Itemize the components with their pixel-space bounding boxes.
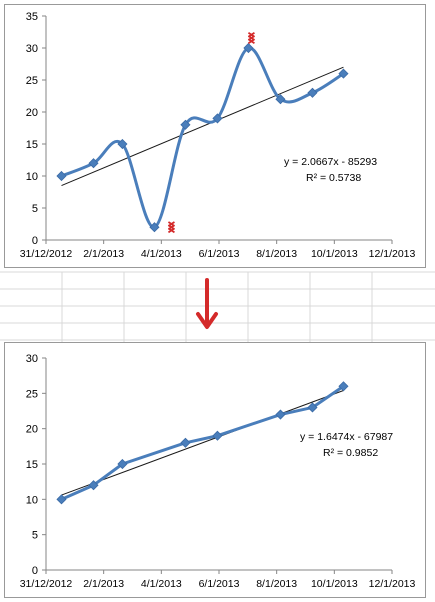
y-tick-label: 15 (26, 139, 38, 151)
data-point-marker[interactable] (212, 113, 223, 124)
data-point-marker[interactable] (275, 94, 286, 105)
x-tick-label: 10/1/2013 (311, 248, 358, 260)
y-tick-label: 30 (26, 353, 38, 365)
y-tick-label: 20 (26, 424, 38, 436)
x-tick-label: 2/1/2013 (83, 578, 124, 590)
y-tick-label: 5 (32, 530, 38, 542)
y-tick-label: 35 (26, 11, 38, 23)
x-tick-label: 4/1/2013 (141, 248, 182, 260)
y-tick-label: 15 (26, 459, 38, 471)
x-tick-label: 31/12/2012 (20, 248, 73, 260)
x-tick-label: 10/1/2013 (311, 578, 358, 590)
data-point-marker[interactable] (88, 480, 99, 491)
x-tick-label: 8/1/2013 (256, 578, 297, 590)
chart-frame (4, 342, 426, 598)
outlier-marker (247, 32, 255, 44)
data-point-marker[interactable] (180, 119, 191, 130)
trendline-equation: y = 2.0667x - 85293 (284, 156, 377, 168)
series-line (60, 385, 345, 501)
data-point-marker[interactable] (117, 138, 128, 150)
x-tick-label: 12/1/2013 (369, 248, 416, 260)
trendline-equation: y = 1.6474x - 67987 (300, 431, 393, 443)
data-point-marker[interactable] (149, 222, 160, 233)
x-tick-label: 8/1/2013 (256, 248, 297, 260)
y-tick-label: 20 (26, 107, 38, 119)
y-tick-label: 10 (26, 494, 38, 506)
data-point-marker[interactable] (338, 381, 349, 392)
chart-top[interactable]: 0 5 10 15 20 25 30 35 31/12/2012 2/1/2013 4/1/2013… (4, 4, 426, 268)
y-tick-label: 25 (26, 75, 38, 87)
x-tick-label: 12/1/2013 (369, 578, 416, 590)
x-tick-label: 2/1/2013 (83, 248, 124, 260)
y-tick-label: 5 (32, 203, 38, 215)
data-point-marker[interactable] (180, 437, 191, 448)
x-tick-label: 4/1/2013 (141, 578, 182, 590)
y-tick-label: 30 (26, 43, 38, 55)
chart-bottom[interactable]: 0 5 10 15 20 25 30 31/12/2012 2/1/2013 4/1/2013 6/… (4, 342, 426, 598)
data-point-marker[interactable] (275, 409, 286, 420)
x-tick-label: 6/1/2013 (199, 578, 240, 590)
outlier-marker (167, 221, 175, 234)
x-tick-label: 6/1/2013 (199, 248, 240, 260)
data-point-marker[interactable] (56, 494, 67, 505)
series-line (60, 46, 345, 229)
trendline (61, 66, 344, 187)
chart-frame (4, 4, 426, 268)
y-tick-label: 0 (32, 565, 38, 577)
trendline-r-squared: R² = 0.9852 (323, 447, 378, 459)
data-point-marker[interactable] (88, 158, 99, 169)
data-point-marker[interactable] (307, 87, 318, 98)
y-tick-label: 10 (26, 171, 38, 183)
x-tick-label: 31/12/2012 (20, 578, 73, 590)
trendline-r-squared: R² = 0.5738 (306, 172, 361, 184)
y-tick-label: 25 (26, 388, 38, 400)
y-tick-label: 0 (32, 235, 38, 247)
data-point-marker[interactable] (212, 430, 223, 441)
trendline (61, 390, 344, 496)
data-point-marker[interactable] (117, 458, 128, 470)
data-point-marker[interactable] (338, 68, 349, 79)
data-point-marker[interactable] (243, 42, 254, 54)
arrow-down-icon (196, 278, 218, 329)
data-point-marker[interactable] (56, 170, 67, 182)
data-point-marker[interactable] (307, 402, 318, 413)
